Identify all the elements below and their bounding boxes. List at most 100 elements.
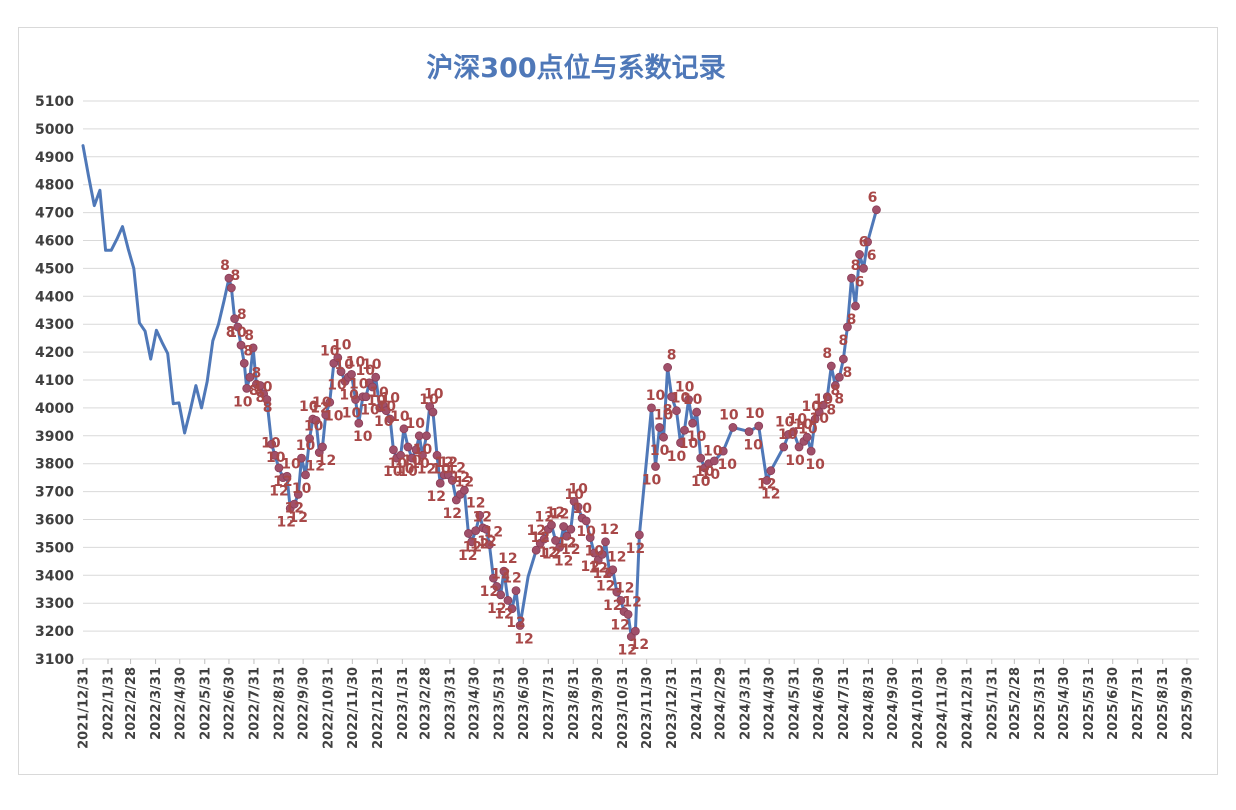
coefficient-label: 12 (630, 637, 649, 653)
data-point (585, 533, 595, 543)
series-line-layer (81, 144, 878, 639)
data-point (754, 421, 764, 431)
x-tick-label: 2025/9/30 (1180, 667, 1195, 740)
coefficient-label: 10 (667, 449, 687, 465)
data-point (432, 450, 442, 460)
data-point (826, 361, 836, 371)
data-point (562, 531, 572, 541)
x-axis-ticks: 2021/12/31 2022/1/31 2022/2/28 2022/3/31 202… (77, 659, 1195, 749)
coefficient-label: 12 (498, 551, 517, 567)
coefficient-label: 8 (252, 366, 262, 382)
coefficient-label: 12 (417, 461, 436, 477)
coefficient-label: 10 (410, 456, 430, 472)
y-tick-label: 5000 (35, 122, 74, 138)
coefficient-label: 12 (618, 643, 637, 659)
coefficient-label: 6 (867, 248, 877, 264)
data-point (447, 476, 457, 485)
data-point (789, 427, 798, 437)
x-tick-label: 2022/5/31 (198, 667, 213, 740)
data-point (507, 604, 517, 614)
coefficient-label: 12 (557, 535, 576, 551)
data-point (838, 354, 848, 364)
x-tick-label: 2025/8/31 (1156, 667, 1171, 740)
coefficient-label: 10 (367, 393, 387, 409)
x-tick-label: 2025/4/30 (1057, 667, 1072, 740)
coefficient-label: 10 (324, 408, 344, 424)
coefficient-label: 12 (447, 460, 466, 476)
coefficient-label: 12 (622, 594, 641, 610)
data-point (555, 543, 564, 552)
data-point (354, 418, 364, 428)
coefficient-label: 10 (388, 456, 408, 472)
data-point (692, 407, 702, 417)
data-point (830, 381, 840, 390)
data-point (411, 445, 421, 455)
coefficient-label: 8 (226, 325, 236, 341)
data-point (688, 418, 698, 428)
x-tick-label: 2023/12/31 (665, 667, 680, 749)
data-point (794, 442, 804, 452)
coefficient-label: 10 (360, 403, 380, 419)
coefficient-label: 10 (332, 338, 352, 354)
y-axis-ticks: 3100 3200 3300 3400 3500 3600 3700 3800 3900 4000… (35, 94, 74, 668)
coefficient-label: 10 (743, 438, 763, 454)
coefficient-label: 10 (356, 363, 376, 379)
data-point (224, 273, 234, 283)
chart-title: 沪深300点位与系数记录 (426, 52, 725, 84)
x-tick-label: 2025/2/28 (1008, 667, 1023, 740)
data-point (242, 383, 252, 393)
coefficient-label: 12 (306, 459, 325, 475)
y-tick-label: 4800 (35, 178, 74, 194)
coefficient-label: 12 (484, 525, 503, 541)
x-tick-label: 2022/7/31 (247, 667, 262, 740)
data-point (676, 438, 685, 448)
data-point (663, 363, 673, 372)
x-tick-label: 2024/12/31 (960, 667, 975, 749)
coefficient-label: 12 (310, 401, 329, 417)
coefficient-label: 12 (443, 506, 462, 522)
x-tick-label: 2023/11/30 (640, 667, 655, 749)
data-point (647, 403, 656, 413)
y-tick-label: 3400 (35, 568, 74, 584)
data-point (863, 237, 872, 247)
y-tick-label: 4000 (35, 401, 74, 417)
coefficient-label: 12 (757, 477, 776, 493)
data-point (368, 382, 377, 392)
x-tick-label: 2024/2/29 (714, 667, 729, 740)
data-point (492, 582, 502, 591)
x-tick-label: 2024/7/31 (837, 667, 852, 740)
coefficient-label: 8 (847, 312, 857, 328)
x-tick-label: 2023/4/30 (468, 667, 483, 740)
data-point (311, 416, 321, 425)
x-tick-label: 2022/3/31 (149, 667, 164, 740)
x-tick-label: 2022/9/30 (297, 667, 312, 740)
coefficient-label: 10 (687, 429, 707, 445)
data-point (573, 502, 583, 512)
chart-frame: 3100 3200 3300 3400 3500 3600 3700 3800 3900 4000… (18, 27, 1218, 775)
x-tick-label: 2024/10/31 (911, 667, 926, 749)
coefficient-label: 10 (671, 391, 691, 407)
data-point (389, 445, 398, 455)
coefficient-label: 8 (839, 333, 849, 349)
x-tick-label: 2023/7/31 (542, 667, 557, 740)
x-tick-label: 2025/6/30 (1106, 667, 1121, 740)
coefficient-label: 10 (402, 453, 422, 469)
data-point (728, 423, 738, 432)
coefficient-label: 10 (701, 467, 721, 483)
coefficient-label: 10 (798, 421, 818, 437)
x-tick-label: 2025/1/31 (985, 667, 1000, 740)
coefficient-label: 12 (589, 560, 608, 576)
coefficient-label: 8 (263, 400, 273, 416)
coefficient-label: 10 (778, 427, 798, 443)
coefficient-label: 10 (353, 429, 373, 445)
coefficient-label: 12 (593, 566, 612, 582)
coefficient-label: 12 (438, 455, 457, 471)
coefficient-label: 12 (561, 542, 580, 558)
coefficient-label: 8 (220, 258, 230, 274)
data-point (293, 489, 303, 499)
data-point (623, 609, 633, 619)
coefficient-label: 12 (435, 455, 454, 471)
x-tick-label: 2025/7/31 (1131, 667, 1146, 740)
coefficient-label: 6 (855, 274, 865, 290)
coefficient-label: 12 (491, 567, 510, 583)
